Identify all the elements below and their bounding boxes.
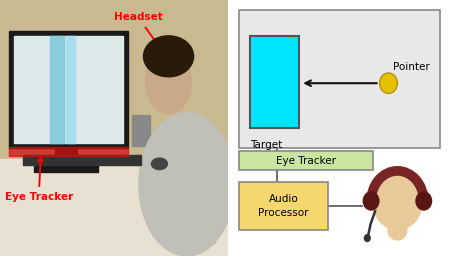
Text: Target: Target [250,140,282,150]
Bar [0,0,228,172]
Ellipse shape [146,50,191,114]
Bar [239,10,440,148]
Bar [239,182,328,230]
Text: Headset: Headset [114,13,172,65]
Bar [239,151,373,170]
Bar [14,36,123,143]
Bar [9,31,128,148]
Circle shape [380,73,397,93]
Circle shape [364,234,371,242]
Bar [250,36,299,128]
Text: Eye Tracker: Eye Tracker [5,157,73,202]
Bar [50,36,64,143]
Ellipse shape [387,220,407,241]
Bar [34,165,98,172]
Text: Audio
Processor: Audio Processor [258,195,309,218]
Circle shape [415,191,432,211]
Ellipse shape [143,36,193,77]
Text: Pointer: Pointer [393,61,430,72]
Bar [132,115,150,146]
Bar [23,155,141,165]
Ellipse shape [139,113,235,256]
Bar [9,147,128,156]
Bar [164,154,214,243]
Bar [0,159,228,256]
Bar [66,36,75,143]
Circle shape [372,172,423,230]
Text: Eye Tracker: Eye Tracker [276,155,336,166]
Circle shape [363,191,380,211]
Ellipse shape [152,158,167,170]
Bar [55,146,78,166]
